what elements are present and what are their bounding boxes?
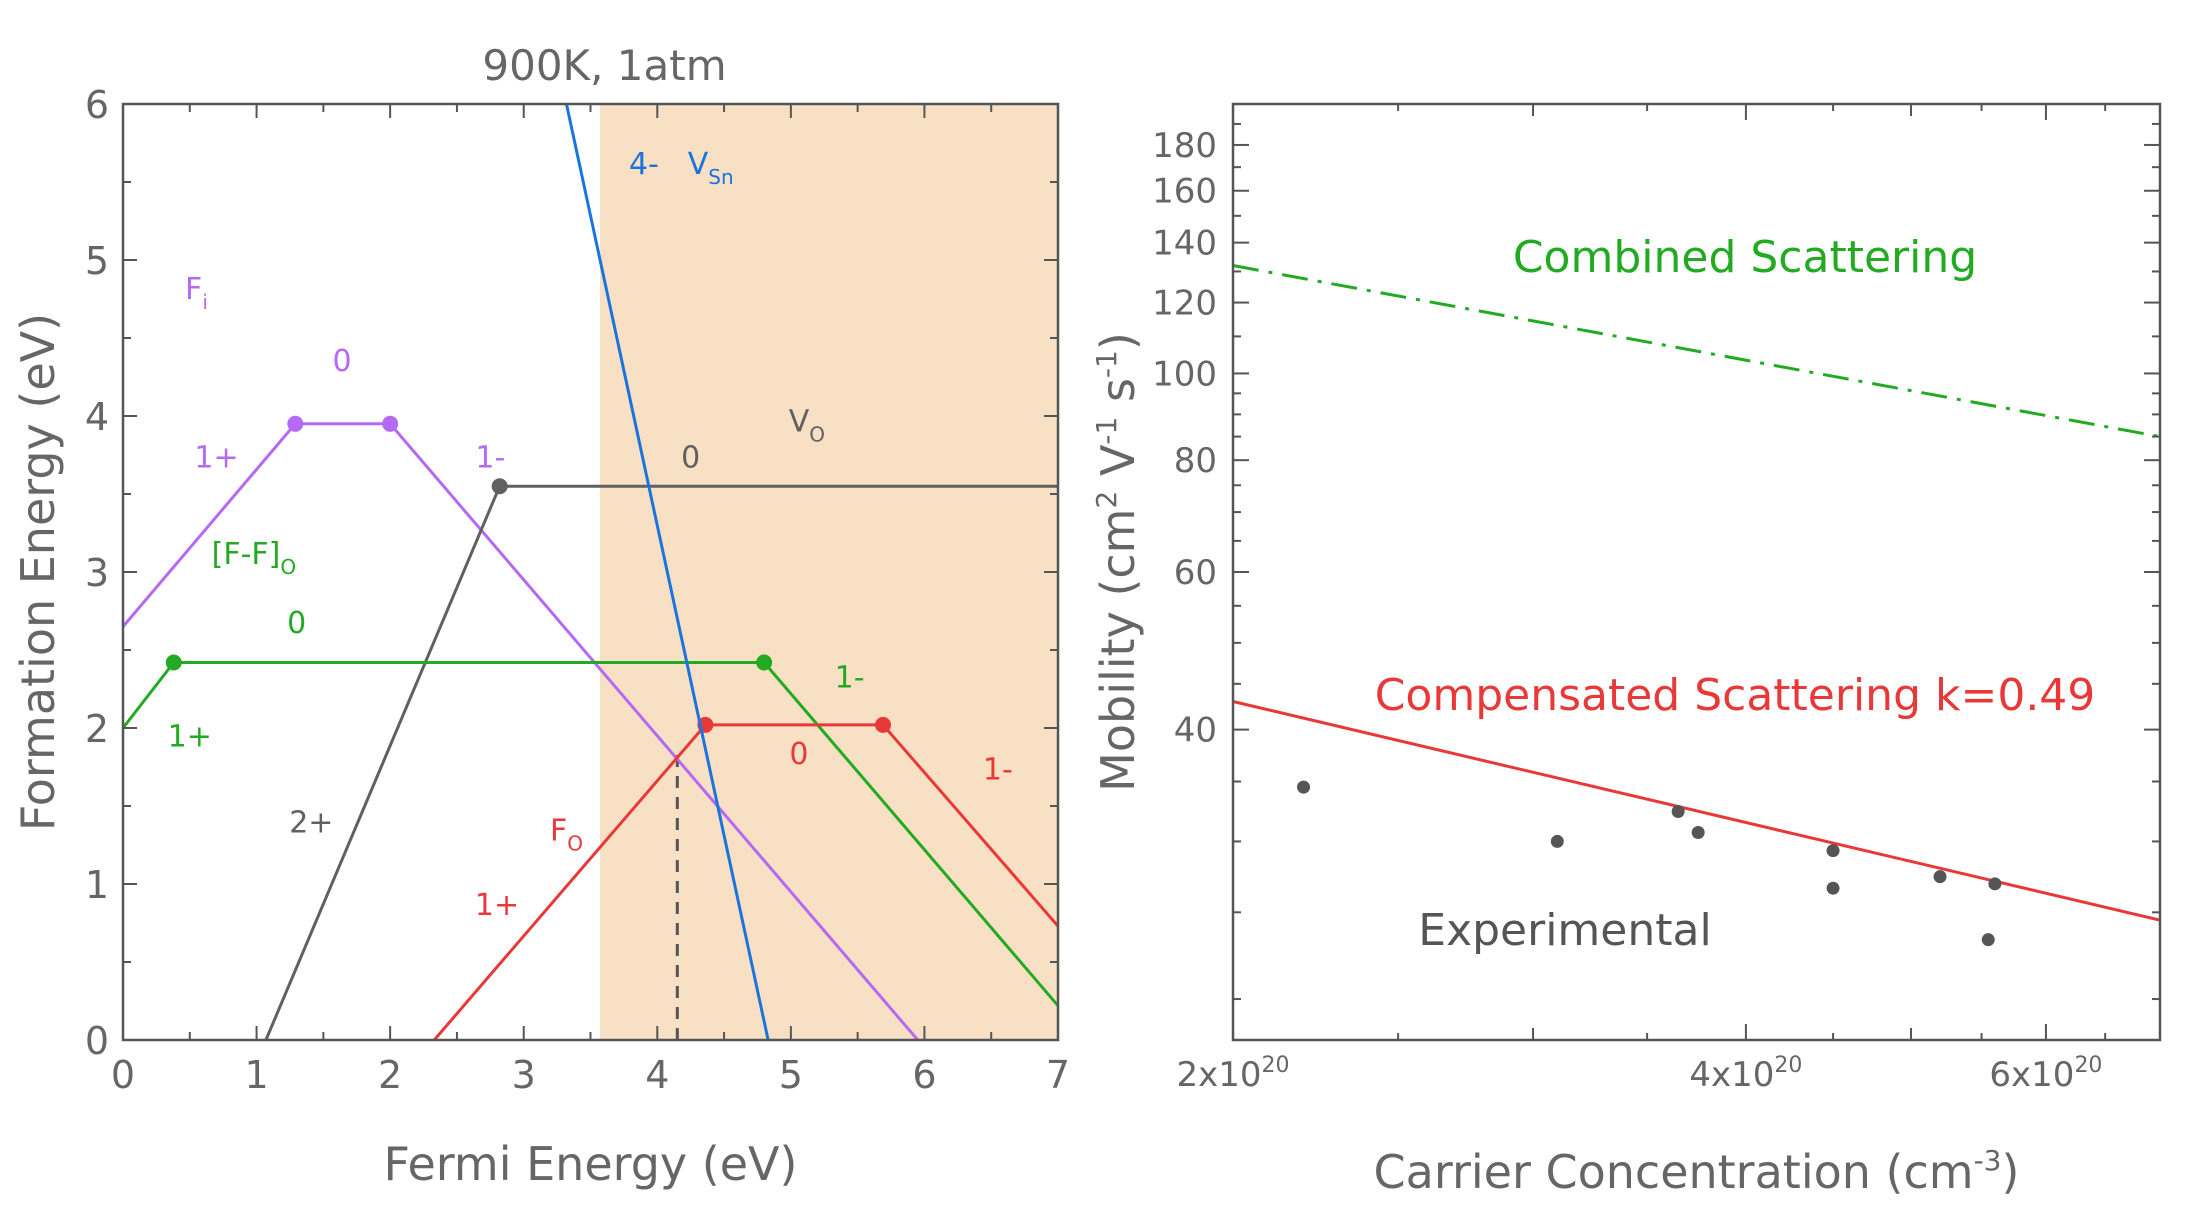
series-name-label: VO (789, 405, 825, 447)
charge-label: 1+ (168, 720, 212, 755)
x-tick-label: 7 (1046, 1053, 1070, 1097)
charge-label: 2+ (289, 806, 333, 841)
mobility-chart: 2x1020 4x1020 6x1020406080100120140160180 … (1090, 102, 2162, 1199)
y-tick-label: 120 (1152, 284, 1217, 324)
charge-label: 1- (983, 752, 1013, 787)
series-name-label: FO (550, 813, 583, 855)
y-axis-label: Mobility (cm2 V-1 s-1) (1090, 332, 1145, 792)
x-tick-label: 4x1020 (1689, 1053, 1802, 1095)
x-tick-label: 2x1020 (1176, 1053, 1289, 1095)
y-tick-label: 60 (1174, 553, 1217, 593)
x-tick-label: 4 (645, 1053, 669, 1097)
x-axis-label: Fermi Energy (eV) (384, 1137, 798, 1191)
series-line (121, 660, 1060, 1007)
charge-label: 1+ (194, 440, 238, 475)
series-annotation: Compensated Scattering k=0.49 (1375, 670, 2096, 721)
data-point (491, 478, 508, 495)
experimental-point (1297, 780, 1311, 794)
y-tick-label: 2 (85, 707, 109, 751)
formation-energy-chart: 0 1 2 3 4 5 6 7 0 1 2 3 4 5 6 1+ 0 1- Fi 2+ 0 VO 1+ 0 1- [F-F]O 1… (11, 41, 1070, 1191)
y-tick-label: 1 (85, 863, 109, 907)
y-tick-label: 5 (85, 239, 109, 283)
charge-label: 0 (287, 606, 306, 641)
series-name-label: VSn (688, 147, 734, 189)
data-point (875, 716, 892, 733)
y-tick-label: 100 (1152, 354, 1217, 394)
experimental-point (1550, 834, 1564, 848)
experimental-point (1691, 825, 1705, 839)
y-tick-label: 6 (85, 83, 109, 127)
charge-label: 0 (681, 440, 700, 475)
y-tick-label: 40 (1174, 711, 1217, 751)
series-line (121, 422, 919, 1041)
data-point (756, 654, 773, 671)
data-point (287, 415, 304, 432)
data-point (165, 654, 182, 671)
series-name-label: [F-F]O (212, 537, 297, 579)
series-line (433, 723, 1060, 1041)
y-tick-label: 3 (85, 551, 109, 595)
x-tick-label: 6 (912, 1053, 936, 1097)
x-tick-label: 0 (111, 1053, 135, 1097)
y-tick-label: 180 (1152, 126, 1217, 166)
x-tick-label: 1 (244, 1053, 268, 1097)
chart-title: 900K, 1atm (482, 41, 726, 90)
charge-label: 0 (789, 737, 808, 772)
x-tick-label: 2 (378, 1053, 402, 1097)
y-axis-label: Formation Energy (eV) (11, 313, 65, 831)
y-tick-label: 0 (85, 1019, 109, 1063)
experimental-point (1933, 870, 1947, 884)
charge-label: 1- (835, 660, 865, 695)
series-name-label: Fi (185, 272, 208, 314)
y-tick-label: 160 (1152, 172, 1217, 212)
y-tick-label: 4 (85, 395, 109, 439)
experimental-point (1988, 877, 2002, 891)
experimental-point (1981, 933, 1995, 947)
charge-label: 0 (333, 344, 352, 379)
series-annotation: Combined Scattering (1513, 232, 1977, 283)
charge-label: 1+ (475, 888, 519, 923)
series-line (564, 103, 770, 1041)
charge-label: 4- (629, 147, 659, 182)
x-tick-label: 5 (779, 1053, 803, 1097)
experimental-point (1826, 844, 1840, 858)
charge-label: 1- (475, 440, 505, 475)
y-tick-label: 80 (1174, 441, 1217, 481)
series-line (1232, 700, 2161, 922)
series-line (1232, 264, 2161, 439)
series-annotation: Experimental (1418, 905, 1711, 956)
x-axis-label: Carrier Concentration (cm-3) (1374, 1144, 2020, 1199)
x-tick-label: 6x1020 (1989, 1053, 2102, 1095)
experimental-point (1671, 805, 1685, 819)
x-tick-label: 3 (512, 1053, 536, 1097)
data-point (382, 415, 399, 432)
experimental-point (1826, 881, 1840, 895)
y-tick-label: 140 (1152, 224, 1217, 264)
